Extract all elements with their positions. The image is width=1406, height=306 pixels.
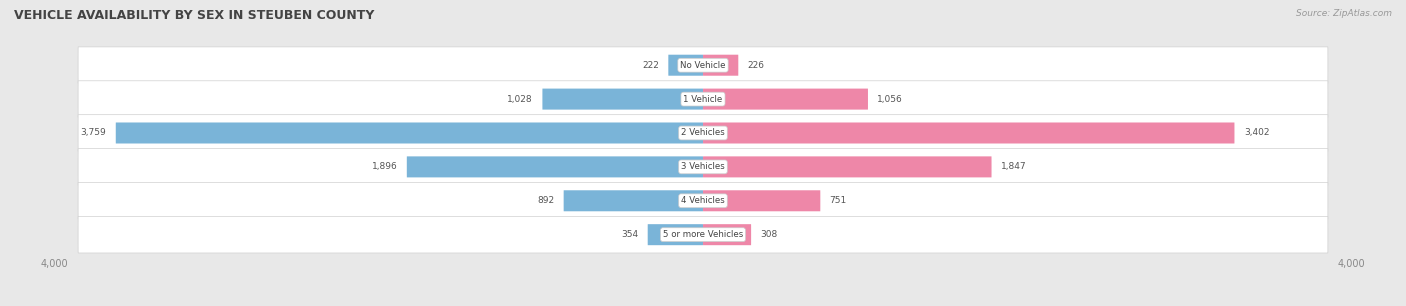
FancyBboxPatch shape	[703, 122, 1234, 144]
FancyBboxPatch shape	[79, 81, 1327, 118]
Text: 892: 892	[537, 196, 554, 205]
Text: 3,759: 3,759	[80, 129, 107, 137]
Text: 1,056: 1,056	[877, 95, 903, 104]
Text: 3,402: 3,402	[1244, 129, 1270, 137]
Text: 1 Vehicle: 1 Vehicle	[683, 95, 723, 104]
FancyBboxPatch shape	[703, 156, 991, 177]
Text: 222: 222	[643, 61, 659, 70]
FancyBboxPatch shape	[406, 156, 703, 177]
FancyBboxPatch shape	[115, 122, 703, 144]
Text: 2 Vehicles: 2 Vehicles	[681, 129, 725, 137]
Text: 751: 751	[830, 196, 846, 205]
Text: 4 Vehicles: 4 Vehicles	[681, 196, 725, 205]
FancyBboxPatch shape	[703, 89, 868, 110]
FancyBboxPatch shape	[79, 182, 1327, 219]
FancyBboxPatch shape	[564, 190, 703, 211]
FancyBboxPatch shape	[648, 224, 703, 245]
Text: 4,000: 4,000	[41, 259, 69, 269]
Text: 4,000: 4,000	[1337, 259, 1365, 269]
FancyBboxPatch shape	[703, 224, 751, 245]
FancyBboxPatch shape	[703, 55, 738, 76]
Text: 3 Vehicles: 3 Vehicles	[681, 162, 725, 171]
Text: 1,896: 1,896	[371, 162, 398, 171]
Text: 354: 354	[621, 230, 638, 239]
Text: 1,847: 1,847	[1001, 162, 1026, 171]
Text: 5 or more Vehicles: 5 or more Vehicles	[662, 230, 744, 239]
Text: No Vehicle: No Vehicle	[681, 61, 725, 70]
FancyBboxPatch shape	[79, 115, 1327, 151]
Text: VEHICLE AVAILABILITY BY SEX IN STEUBEN COUNTY: VEHICLE AVAILABILITY BY SEX IN STEUBEN C…	[14, 9, 374, 22]
FancyBboxPatch shape	[79, 47, 1327, 84]
Text: Source: ZipAtlas.com: Source: ZipAtlas.com	[1296, 9, 1392, 18]
FancyBboxPatch shape	[668, 55, 703, 76]
Text: 308: 308	[761, 230, 778, 239]
FancyBboxPatch shape	[703, 190, 820, 211]
FancyBboxPatch shape	[79, 149, 1327, 185]
FancyBboxPatch shape	[79, 216, 1327, 253]
Text: 226: 226	[748, 61, 765, 70]
Text: 1,028: 1,028	[508, 95, 533, 104]
FancyBboxPatch shape	[543, 89, 703, 110]
